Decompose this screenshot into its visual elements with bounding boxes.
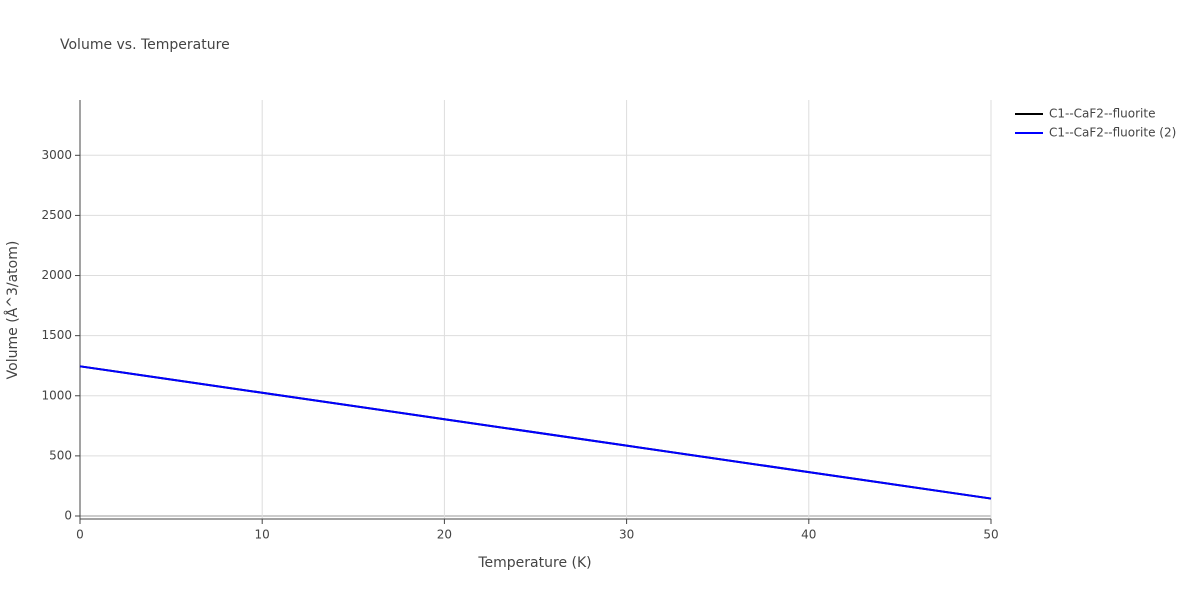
y-tick-label: 500 (49, 448, 72, 462)
x-tick-label: 50 (983, 528, 998, 542)
legend-label: C1--CaF2--fluorite (1049, 107, 1155, 121)
y-tick-label: 2000 (41, 268, 72, 282)
series-line (79, 365, 992, 500)
x-tick-label: 10 (255, 528, 270, 542)
x-tick-label: 20 (437, 528, 452, 542)
x-tick-label: 30 (619, 528, 634, 542)
y-tick-label: 3000 (41, 148, 72, 162)
y-tick-label: 1000 (41, 388, 72, 402)
y-axis-label: Volume (Å^3/atom) (4, 241, 21, 380)
y-tick-label: 1500 (41, 328, 72, 342)
x-tick-label: 0 (76, 528, 84, 542)
legend-label: C1--CaF2--fluorite (2) (1049, 126, 1176, 140)
y-tick-label: 2500 (41, 208, 72, 222)
y-tick-label: 0 (64, 508, 72, 522)
chart-title: Volume vs. Temperature (60, 37, 230, 53)
x-axis-label: Temperature (K) (477, 555, 591, 571)
x-tick-label: 40 (801, 528, 816, 542)
